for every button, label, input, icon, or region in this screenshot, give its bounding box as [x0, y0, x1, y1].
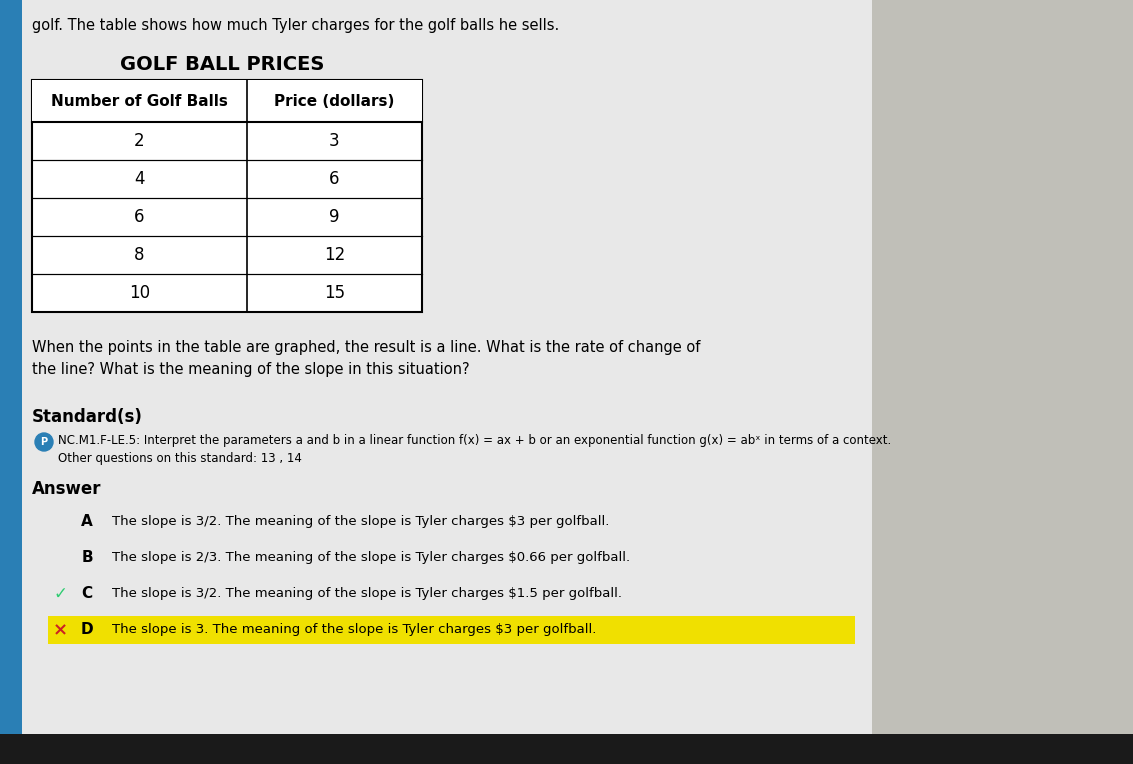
Text: Number of Golf Balls: Number of Golf Balls	[51, 93, 228, 108]
Bar	[22, 0, 872, 764]
Text: Standard(s): Standard(s)	[32, 408, 143, 426]
Text: The slope is 2/3. The meaning of the slope is Tyler charges $0.66 per golfball.: The slope is 2/3. The meaning of the slo…	[112, 552, 630, 565]
Bar	[0, 0, 22, 764]
Text: ✓: ✓	[53, 585, 67, 603]
Text: A: A	[82, 514, 93, 529]
Text: Answer: Answer	[32, 480, 102, 498]
Text: D: D	[80, 623, 93, 637]
Text: GOLF BALL PRICES: GOLF BALL PRICES	[120, 55, 324, 74]
Text: The slope is 3. The meaning of the slope is Tyler charges $3 per golfball.: The slope is 3. The meaning of the slope…	[112, 623, 596, 636]
Text: The slope is 3/2. The meaning of the slope is Tyler charges $3 per golfball.: The slope is 3/2. The meaning of the slo…	[112, 516, 610, 529]
Text: Other questions on this standard: 13 , 14: Other questions on this standard: 13 , 1…	[58, 452, 301, 465]
Text: 9: 9	[330, 208, 340, 226]
Text: golf. The table shows how much Tyler charges for the golf balls he sells.: golf. The table shows how much Tyler cha…	[32, 18, 560, 33]
Circle shape	[35, 433, 53, 451]
Text: ×: ×	[52, 621, 68, 639]
Text: C: C	[82, 587, 93, 601]
Text: 2: 2	[134, 132, 145, 150]
Text: 8: 8	[134, 246, 145, 264]
Text: B: B	[82, 551, 93, 565]
Text: 6: 6	[134, 208, 145, 226]
Text: The slope is 3/2. The meaning of the slope is Tyler charges $1.5 per golfball.: The slope is 3/2. The meaning of the slo…	[112, 588, 622, 601]
Bar	[48, 616, 855, 644]
Text: P: P	[41, 437, 48, 447]
Text: Price (dollars): Price (dollars)	[274, 93, 394, 108]
Text: When the points in the table are graphed, the result is a line. What is the rate: When the points in the table are graphed…	[32, 340, 700, 377]
Bar	[32, 80, 421, 122]
Text: NC.M1.F-LE.5: Interpret the parameters a and b in a linear function f(x) = ax + : NC.M1.F-LE.5: Interpret the parameters a…	[58, 434, 892, 447]
Text: 12: 12	[324, 246, 346, 264]
Text: 3: 3	[330, 132, 340, 150]
Text: 4: 4	[134, 170, 145, 188]
Bar	[32, 80, 421, 312]
Text: 10: 10	[129, 284, 150, 302]
Bar	[0, 734, 1133, 764]
Text: 6: 6	[330, 170, 340, 188]
Bar	[872, 0, 1133, 764]
Text: 15: 15	[324, 284, 346, 302]
